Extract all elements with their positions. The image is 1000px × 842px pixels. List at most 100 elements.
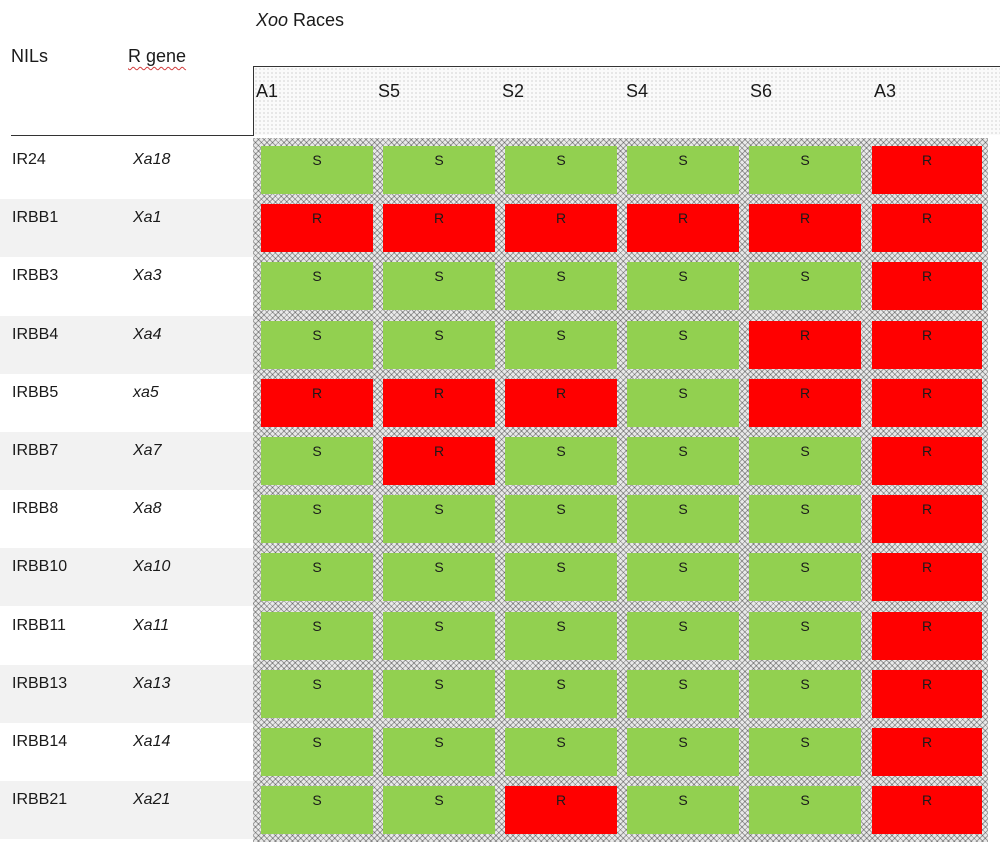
reaction-cell: S [505,728,617,776]
reaction-cell: R [872,262,982,311]
reaction-cell: S [261,669,373,718]
nil-label: IRBB13 [12,674,68,692]
reaction-cell: S [261,728,373,776]
gene-label: Xa13 [133,674,171,692]
reaction-cell: S [383,146,495,194]
reaction-cell: R [383,204,495,253]
reaction-cell: S [261,553,373,602]
reaction-cell: S [505,553,617,602]
reaction-cell: R [261,378,373,427]
gene-label: Xa4 [133,325,162,343]
reaction-cell: S [749,611,861,660]
reaction-cell: S [261,320,373,369]
reaction-cell: S [627,728,739,776]
reaction-cell: S [505,669,617,718]
reaction-cell: R [872,669,982,718]
row-stripe [0,548,253,607]
gene-label: Xa21 [133,791,171,809]
xoo-races-header: Xoo Races [256,10,344,31]
race-label-s4: S4 [626,81,649,101]
row-stripe [0,315,253,374]
reaction-cell: R [872,495,982,544]
gene-label: Xa14 [133,733,171,750]
reaction-cell: S [749,437,861,485]
reaction-cell: S [627,262,739,311]
race-header-box: A1 S5 S2 S4 S6 A3 [253,66,1000,135]
reaction-cell: S [749,728,861,776]
reaction-cell: R [383,437,495,485]
reaction-cell: S [627,553,739,602]
nil-label: IRBB11 [12,616,66,634]
row-stripe [0,199,253,258]
reaction-cell: S [505,611,617,660]
reaction-cell: R [505,786,617,835]
row-stripe [0,781,253,840]
header-rule [11,135,254,136]
reaction-cell: S [383,262,495,311]
reaction-cell: R [749,204,861,253]
race-label-s2: S2 [502,81,525,101]
gene-label: Xa10 [133,558,171,576]
reaction-cell: R [872,786,982,835]
reaction-cell: S [261,786,373,835]
gene-label: xa5 [133,383,159,401]
resistance-grid [253,138,988,842]
reaction-cell: R [872,378,982,427]
reaction-cell: S [627,320,739,369]
xoo-italic: Xoo [256,10,289,30]
gene-label: Xa8 [133,500,162,518]
reaction-cell: R [505,378,617,427]
reaction-cell: R [872,437,982,485]
nil-label: IR24 [12,151,46,168]
reaction-cell: S [383,320,495,369]
reaction-cell: R [749,378,861,427]
reaction-cell: R [627,204,739,253]
rgene-header: R gene [128,46,187,66]
reaction-cell: S [749,669,861,718]
nil-label: IRBB1 [12,209,59,227]
race-label-a1: A1 [256,81,279,101]
reaction-cell: R [872,611,982,660]
reaction-cell: S [627,378,739,427]
race-label-s6: S6 [750,81,773,101]
race-label-a3: A3 [874,81,897,101]
reaction-cell: S [627,611,739,660]
reaction-cell: S [261,146,373,194]
reaction-cell: S [261,262,373,311]
reaction-cell: S [749,786,861,835]
reaction-cell: R [872,320,982,369]
reaction-cell: S [383,728,495,776]
row-stripe [0,664,253,723]
nil-label: IRBB4 [12,325,59,343]
reaction-cell: S [261,437,373,485]
gene-label: Xa11 [133,616,170,634]
reaction-cell: S [383,611,495,660]
reaction-cell: R [872,146,982,194]
reaction-cell: R [383,378,495,427]
row-stripe [0,432,253,490]
reaction-cell: R [261,204,373,253]
reaction-cell: R [505,204,617,253]
reaction-cell: S [505,320,617,369]
reaction-cell: S [383,669,495,718]
nil-label: IRBB8 [12,500,59,518]
nil-label: IRBB10 [12,558,68,576]
race-label-s5: S5 [378,81,401,101]
reaction-cell: R [872,553,982,602]
reaction-cell: S [627,495,739,544]
reaction-cell: S [749,146,861,194]
races-word: Races [288,10,345,30]
nils-header: NILs [11,46,49,66]
nil-label: IRBB7 [12,442,59,459]
reaction-cell: S [383,553,495,602]
reaction-cell: S [261,495,373,544]
reaction-cell: S [749,262,861,311]
reaction-cell: S [749,495,861,544]
reaction-cell: R [872,204,982,253]
reaction-cell: S [383,495,495,544]
reaction-cell: S [261,611,373,660]
reaction-cell: S [505,495,617,544]
reaction-cell: S [627,437,739,485]
nil-label: IRBB5 [12,383,59,401]
gene-label: Xa18 [133,151,171,168]
